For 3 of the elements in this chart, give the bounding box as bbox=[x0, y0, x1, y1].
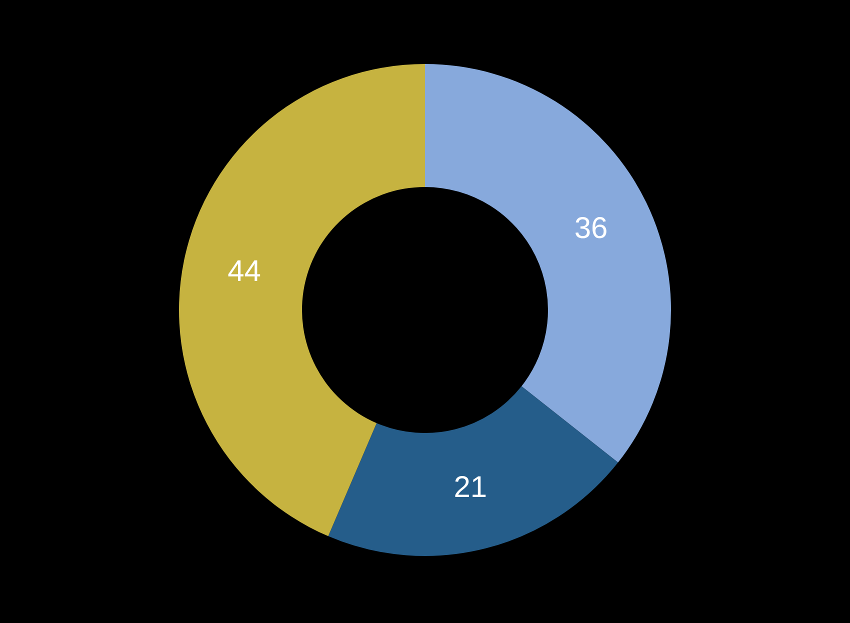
data-label: 21 bbox=[454, 471, 488, 504]
data-label: 44 bbox=[228, 255, 261, 288]
data-label: 36 bbox=[574, 212, 608, 245]
